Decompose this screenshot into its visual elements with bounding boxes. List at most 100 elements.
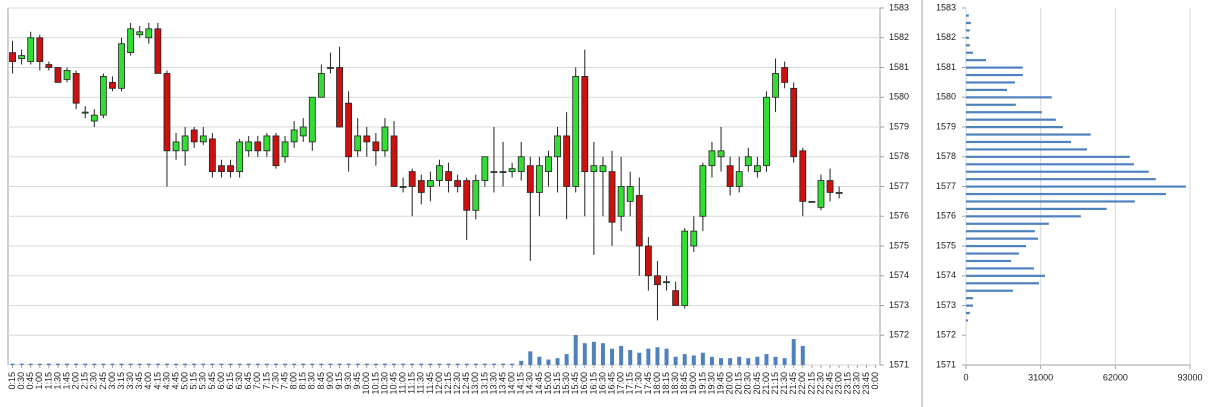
candle-body: [799, 150, 807, 202]
volume-bar: [328, 363, 333, 365]
x-tick-label: 11:00: [398, 372, 408, 394]
x-tick-label: 15:45: [570, 372, 580, 395]
candle-body: [490, 171, 498, 174]
x-tick-label: 62000: [1103, 372, 1128, 382]
x-tick-label: 7:15: [261, 372, 271, 390]
candle-body: [626, 186, 634, 202]
candle-body: [345, 102, 353, 158]
y-tick-label: 1582: [936, 32, 956, 42]
volume-bar: [46, 363, 51, 365]
candle-body: [245, 141, 253, 152]
volume-bar: [582, 343, 587, 365]
candle-body: [499, 171, 507, 174]
profile-bar: [966, 259, 1012, 263]
volume-bar: [228, 363, 233, 365]
volume-bar: [382, 363, 387, 365]
candle-body: [744, 156, 752, 167]
x-tick-label: 18:15: [661, 372, 671, 395]
volume-bar: [610, 348, 615, 365]
y-tick-label: 1571: [936, 359, 956, 369]
volume-bar: [373, 363, 378, 365]
x-tick-label: 21:15: [770, 372, 780, 395]
volume-bar: [591, 341, 596, 365]
volume-bar: [764, 354, 769, 365]
x-tick-label: 18:45: [679, 372, 689, 395]
x-tick-label: 3:00: [107, 372, 117, 390]
x-tick-label: 21:30: [779, 372, 789, 395]
volume-bar: [137, 363, 142, 365]
x-tick-label: 12:30: [452, 372, 462, 395]
volume-bar: [237, 363, 242, 365]
volume-bar: [337, 363, 342, 365]
volume-bar: [183, 363, 188, 365]
candle-body: [554, 135, 561, 158]
volume-bar: [19, 363, 24, 365]
x-tick-label: 1:15: [43, 372, 53, 390]
x-tick-label: 6:15: [225, 372, 235, 390]
x-tick-label: 8:45: [316, 372, 326, 390]
x-tick-label: 18:00: [652, 372, 662, 395]
volume-bar: [746, 358, 751, 365]
candle-body: [236, 141, 244, 173]
y-tick-label: 1583: [889, 2, 909, 12]
volume-bar: [65, 363, 70, 365]
candle-body: [472, 180, 480, 211]
candle-body: [681, 230, 689, 306]
volume-bar: [364, 363, 369, 365]
volume-bar: [501, 363, 506, 365]
x-tick-label: 5:00: [180, 372, 190, 390]
profile-bar: [966, 178, 1156, 181]
profile-bar: [966, 59, 986, 62]
volume-bar: [110, 363, 115, 365]
volume-bar: [55, 363, 60, 365]
candle-body: [717, 150, 725, 158]
volume-bar: [510, 363, 515, 365]
x-tick-label: 4:15: [152, 372, 162, 390]
candle-body: [835, 192, 843, 194]
y-tick-label: 1572: [936, 330, 956, 340]
volume-bar: [564, 354, 569, 365]
x-tick-label: 13:15: [479, 372, 489, 395]
candle-body: [36, 37, 44, 62]
volume-bar: [28, 363, 33, 365]
candle-body: [753, 165, 761, 173]
volume-bar: [164, 363, 169, 365]
candle-body: [190, 129, 198, 143]
x-tick-label: 9:15: [334, 372, 344, 390]
x-tick-label: 9:45: [352, 372, 362, 390]
x-tick-label: 17:00: [616, 372, 626, 395]
profile-bar: [966, 319, 968, 322]
x-tick-label: 4:00: [143, 372, 153, 390]
candle-body: [54, 67, 62, 83]
volume-bar: [92, 363, 97, 365]
candle-body: [508, 168, 516, 173]
x-tick-label: 20:45: [752, 372, 762, 395]
candle-body: [526, 165, 534, 193]
profile-bar: [966, 304, 973, 307]
volume-bar: [119, 363, 124, 365]
y-tick-label: 1575: [936, 240, 956, 250]
volume-bar: [410, 363, 415, 365]
volume-bar: [655, 347, 660, 365]
volume-bar: [600, 343, 605, 365]
candle-body: [127, 28, 135, 54]
candle-body: [417, 180, 425, 193]
x-tick-label: 17:30: [634, 372, 644, 395]
volume-bar: [573, 335, 578, 365]
candle-body: [372, 141, 380, 152]
x-tick-label: 17:15: [625, 372, 635, 395]
x-tick-label: 12:00: [434, 372, 444, 395]
y-tick-label: 1572: [889, 330, 909, 340]
x-tick-label: 3:15: [116, 372, 126, 390]
x-tick-label: 0:00: [870, 372, 880, 390]
volume-bar: [537, 356, 542, 365]
volume-bar: [546, 359, 551, 365]
candle-body: [617, 186, 625, 217]
x-tick-label: 11:15: [407, 372, 417, 394]
volume-bar: [74, 363, 79, 365]
x-tick-label: 10:30: [379, 372, 389, 395]
x-tick-label: 10:45: [388, 372, 398, 395]
volume-bar: [319, 363, 324, 365]
profile-bar: [966, 118, 1056, 121]
